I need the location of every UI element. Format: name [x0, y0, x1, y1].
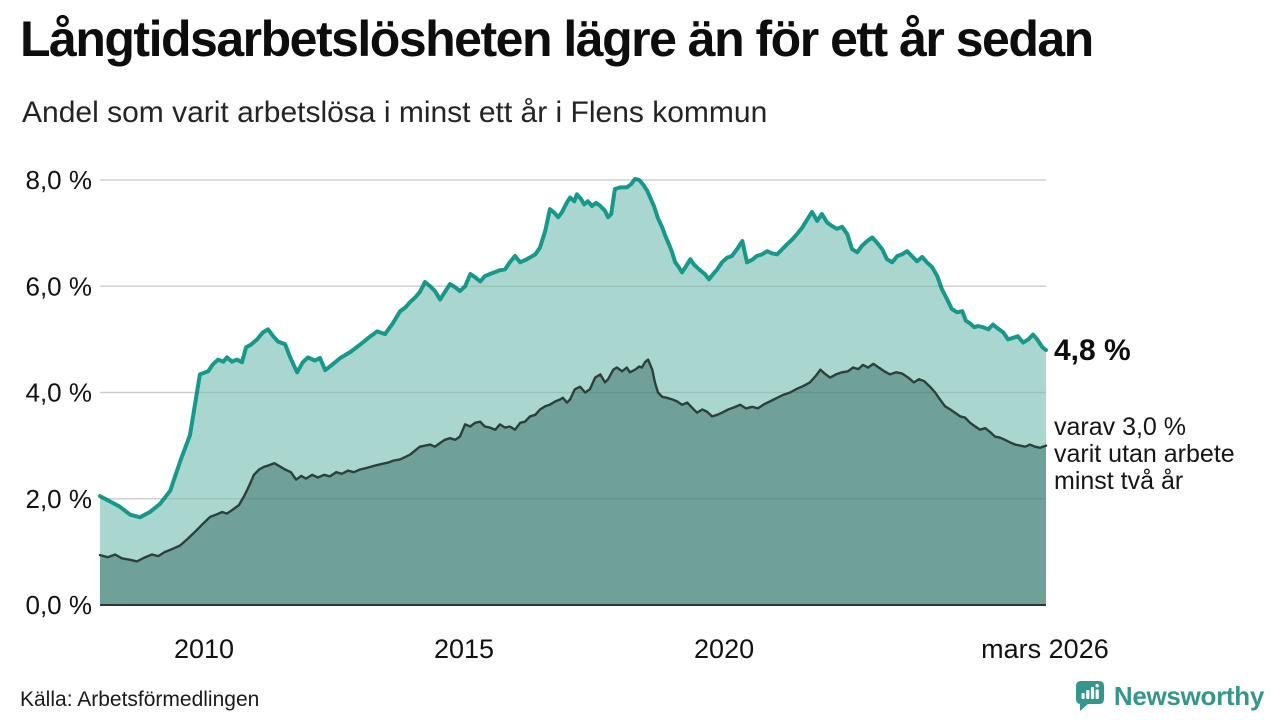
source-note: Källa: Arbetsförmedlingen: [20, 688, 260, 711]
series-area-1: [100, 359, 1046, 605]
x-axis-label: 2010: [174, 634, 234, 664]
series-line-0: [98, 176, 1048, 520]
newsworthy-logo: Newsworthy: [1073, 679, 1264, 714]
page-title: Långtidsarbetslösheten lägre än för ett …: [20, 11, 1094, 67]
newsworthy-logo-text: Newsworthy: [1113, 681, 1264, 711]
x-axis-label: 2015: [434, 634, 494, 664]
y-axis-label: 6,0 %: [26, 271, 93, 301]
y-axis-label: 8,0 %: [26, 165, 93, 195]
secondary-value-label: varav 3,0 % varit utan arbete minst två …: [1054, 414, 1235, 495]
newsworthy-logo-icon: [1075, 681, 1104, 711]
secondary-value-line: varav 3,0 %: [1054, 413, 1187, 441]
y-axis-label: 4,0 %: [26, 378, 93, 408]
x-axis-label: mars 2026: [981, 634, 1109, 664]
y-axis-label: 0,0 %: [26, 590, 93, 620]
series-line-1: [98, 358, 1048, 563]
y-axis-label: 2,0 %: [26, 484, 93, 514]
chart-subtitle: Andel som varit arbetslösa i minst ett å…: [22, 96, 768, 129]
latest-value-label: 4,8 %: [1054, 334, 1131, 367]
secondary-value-line: minst två år: [1054, 467, 1184, 495]
secondary-value-line: varit utan arbete: [1054, 440, 1235, 468]
x-axis-label: 2020: [694, 634, 754, 664]
